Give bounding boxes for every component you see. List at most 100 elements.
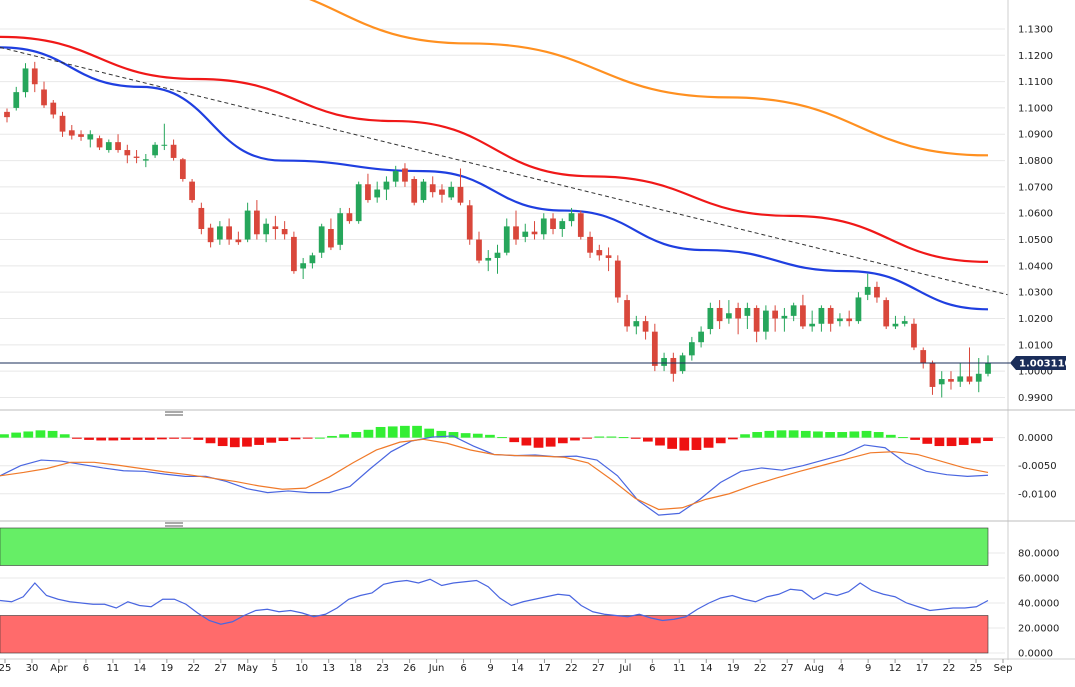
x-tick-label: 22: [565, 663, 578, 674]
macd-histogram-bar: [983, 437, 993, 442]
candle-body: [420, 181, 427, 201]
rsi-tick-label: 60.0000: [1018, 574, 1059, 585]
candle-body: [281, 229, 288, 235]
candle-body: [670, 357, 677, 374]
macd-histogram-bar: [606, 436, 617, 438]
x-tick-label: 23: [376, 663, 389, 674]
candle-body: [651, 331, 658, 366]
macd-histogram-bar: [11, 432, 22, 438]
macd-histogram-bar: [618, 437, 629, 439]
macd-histogram-bar: [23, 431, 34, 438]
macd-histogram-bar: [424, 428, 435, 438]
x-tick-label: 22: [187, 663, 200, 674]
macd-histogram-bar: [351, 432, 362, 438]
macd-histogram-bar: [290, 437, 301, 440]
candle-body: [929, 363, 936, 387]
x-tick-label: 19: [160, 663, 173, 674]
candle-body: [291, 236, 297, 272]
macd-histogram-bar: [314, 437, 325, 439]
price-tick-label: 0.9900: [1018, 393, 1053, 404]
candle-body: [355, 184, 362, 222]
candle-body: [809, 323, 816, 327]
macd-histogram-bar: [703, 437, 714, 448]
macd-histogram-bar: [630, 437, 641, 439]
candle-body: [31, 68, 38, 85]
rsi-panel-resize-handle[interactable]: [165, 522, 183, 527]
candle-body: [179, 159, 186, 179]
candle-body: [96, 138, 103, 148]
candle-body: [411, 178, 418, 203]
macd-tick-label: -0.0050: [1018, 461, 1057, 472]
x-tick-label: Jun: [428, 663, 445, 674]
macd-histogram-bar: [375, 426, 386, 438]
macd-histogram-bar: [849, 431, 860, 438]
macd-histogram-bar: [266, 437, 277, 443]
macd-histogram-bar: [813, 431, 823, 438]
macd-histogram-bar: [412, 425, 422, 438]
candle-body: [540, 218, 547, 235]
candle-body: [772, 310, 779, 319]
x-tick-label: 19: [727, 663, 740, 674]
macd-histogram-bar: [691, 437, 702, 450]
candle-body: [864, 286, 871, 295]
candle-body: [374, 189, 381, 198]
macd-histogram-bar: [570, 437, 580, 441]
candle-body: [272, 226, 279, 230]
x-tick-label: 25: [0, 663, 11, 674]
macd-panel-resize-handle[interactable]: [165, 411, 183, 416]
price-tick-label: 1.0600: [1018, 209, 1053, 220]
candle-body: [13, 92, 20, 108]
candle-body: [476, 239, 482, 261]
macd-histogram-bar: [910, 437, 920, 440]
macd-histogram-bar: [922, 437, 933, 444]
candle-body: [318, 226, 325, 253]
x-tick-label: 6: [83, 663, 89, 674]
x-tick-label: 17: [538, 663, 551, 674]
macd-histogram-bar: [740, 434, 750, 438]
macd-histogram-bar: [157, 437, 167, 440]
x-tick-label: 25: [970, 663, 983, 674]
macd-histogram-bar: [898, 437, 908, 439]
x-tick-label: 22: [754, 663, 767, 674]
x-tick-label: Apr: [50, 663, 68, 674]
candle-body: [346, 213, 353, 222]
macd-histogram-bar: [144, 437, 155, 440]
candle-body: [383, 181, 390, 190]
price-tick-label: 1.0500: [1018, 235, 1053, 246]
macd-histogram-bar: [472, 433, 483, 438]
price-tick-label: 1.0300: [1018, 288, 1053, 299]
macd-histogram-bar: [764, 430, 775, 438]
macd-histogram-bar: [181, 437, 192, 439]
candle-body: [235, 239, 242, 243]
candle-body: [59, 115, 66, 132]
candle-body: [152, 144, 158, 156]
macd-histogram-bar: [448, 432, 459, 438]
macd-histogram-bar: [946, 437, 957, 447]
x-tick-label: 10: [295, 663, 308, 674]
macd-tick-label: -0.0100: [1018, 489, 1057, 500]
x-tick-label: 18: [349, 663, 362, 674]
price-tick-label: 1.0000: [1018, 367, 1053, 378]
candle-body: [661, 357, 667, 366]
macd-histogram-bar: [242, 437, 252, 447]
macd-histogram-bar: [837, 432, 848, 438]
x-tick-label: 9: [865, 663, 871, 674]
candle-body: [985, 363, 991, 374]
rsi-oversold-zone: [0, 615, 989, 654]
candle-body: [716, 307, 723, 322]
x-tick-label: 12: [889, 663, 902, 674]
rsi-tick-label: 80.0000: [1018, 549, 1059, 560]
candle-body: [4, 111, 10, 118]
candle-body: [744, 307, 751, 316]
macd-line: [0, 435, 989, 516]
x-tick-label: 6: [649, 663, 655, 674]
rsi-line: [0, 578, 989, 625]
macd-histogram-bar: [387, 426, 398, 438]
candle-body: [439, 189, 445, 195]
candle-body: [559, 221, 566, 230]
macd-histogram-bar: [497, 437, 507, 439]
macd-histogram-bar: [970, 437, 981, 444]
candle-body: [402, 168, 408, 182]
candle-body: [309, 255, 316, 264]
macd-histogram-bar: [533, 437, 544, 448]
